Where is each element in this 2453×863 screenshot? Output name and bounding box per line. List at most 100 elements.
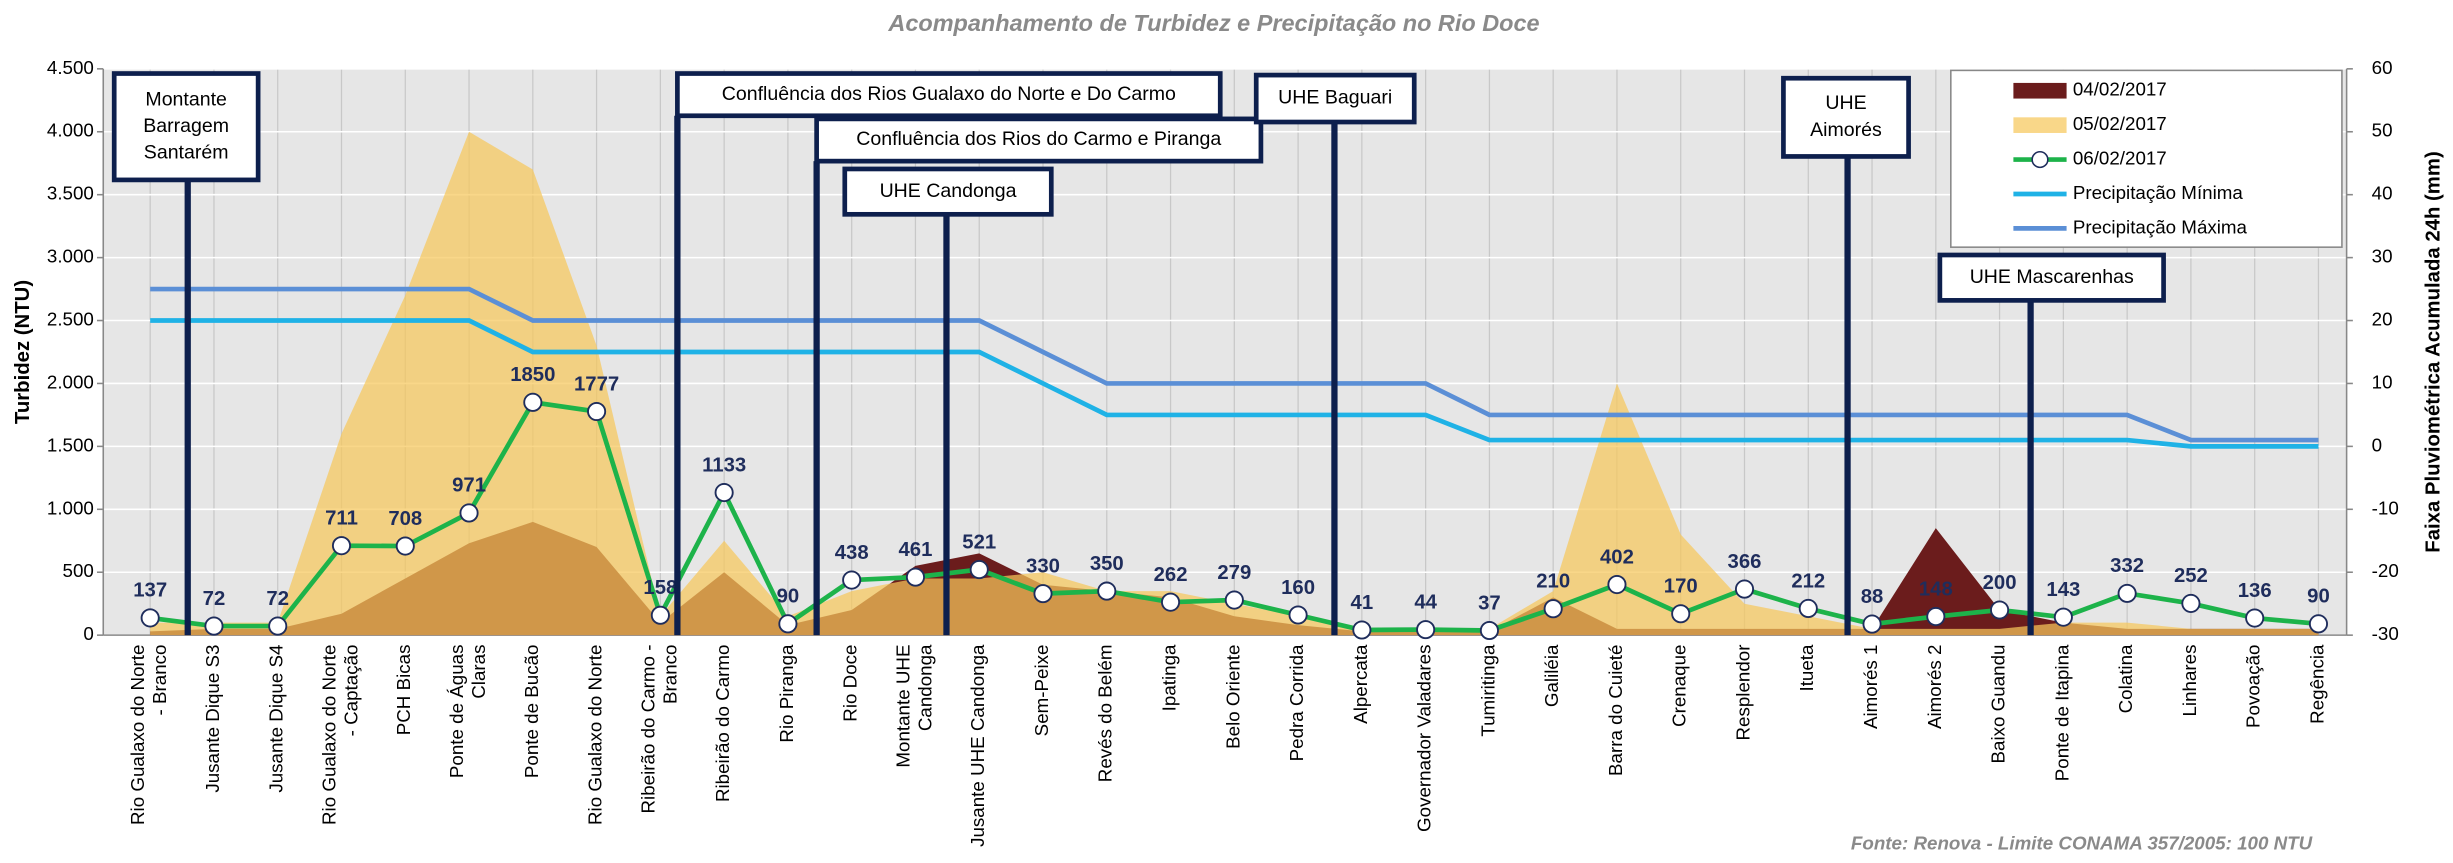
data-label: 708 bbox=[388, 508, 422, 530]
y2-tick-label: 10 bbox=[2372, 371, 2393, 392]
data-label: 366 bbox=[1728, 551, 1762, 573]
legend-marker bbox=[2031, 150, 2049, 169]
data-label: 330 bbox=[1026, 555, 1060, 577]
point bbox=[714, 483, 734, 503]
point bbox=[1033, 584, 1053, 604]
point bbox=[1798, 598, 1818, 619]
point bbox=[395, 536, 415, 556]
x-tick-label: Linhares bbox=[2179, 645, 2200, 717]
x-tick-label: Sem-Peixe bbox=[1031, 645, 1052, 737]
data-label: 252 bbox=[2174, 565, 2208, 587]
point bbox=[1734, 579, 1755, 599]
data-label: 279 bbox=[1217, 562, 1251, 584]
point bbox=[1926, 606, 1946, 627]
annotation-box bbox=[1781, 75, 1911, 159]
data-label: 136 bbox=[2238, 580, 2272, 602]
point bbox=[523, 392, 543, 412]
y-tick-label: 2.500 bbox=[47, 308, 94, 329]
x-tick-label: Jusante UHE Candonga bbox=[967, 644, 988, 847]
x-tick-label: Crenaque bbox=[1669, 645, 1690, 727]
point bbox=[2245, 608, 2265, 628]
x-tick-label: Aimorés 1 bbox=[1860, 645, 1881, 729]
point bbox=[2308, 614, 2328, 634]
area bbox=[150, 131, 2319, 636]
data-label: 160 bbox=[1281, 577, 1315, 599]
data-label: 1133 bbox=[702, 454, 746, 476]
data-label: 262 bbox=[1154, 564, 1188, 586]
point bbox=[1416, 620, 1436, 640]
x-tick-label: Ribeirão do Carmo -Branco bbox=[637, 645, 680, 814]
data-label: 210 bbox=[1536, 571, 1570, 593]
point bbox=[969, 560, 989, 580]
annotation-text: Santarém bbox=[144, 141, 229, 163]
annotation-box bbox=[842, 166, 1054, 217]
point bbox=[1990, 600, 2010, 620]
annotation-text: UHE Candonga bbox=[880, 180, 1017, 202]
x-tick-label: Povoação bbox=[2243, 645, 2264, 728]
x-tick-label: Revés do Belém bbox=[1095, 645, 1116, 783]
x-tick-label: Tumiritinga bbox=[1477, 644, 1498, 737]
x-tick-label: Galiléia bbox=[1541, 644, 1562, 707]
annotation-box bbox=[675, 71, 1223, 119]
annotation-text: Barragem bbox=[143, 115, 229, 137]
point bbox=[1224, 590, 1244, 610]
chart-body: Acompanhamento de Turbidez e Precipitaçã… bbox=[12, 10, 2445, 854]
annotation-text: UHE Mascarenhas bbox=[1970, 266, 2134, 288]
annotation-box bbox=[1253, 72, 1417, 125]
y2-tick-label: -30 bbox=[2372, 623, 2399, 644]
x-tick-label: Ponte de Bucão bbox=[521, 645, 542, 779]
y-tick-label: 0 bbox=[83, 623, 93, 644]
x-tick-label: Belo Oriente bbox=[1222, 645, 1243, 749]
x-tick-label: Resplendor bbox=[1732, 645, 1753, 741]
data-label: 461 bbox=[898, 539, 932, 561]
data-label: 200 bbox=[1983, 572, 2017, 594]
x-tick-label: Alpercata bbox=[1350, 644, 1371, 724]
point bbox=[204, 616, 224, 636]
data-label: 1777 bbox=[574, 373, 619, 395]
data-label: 72 bbox=[203, 588, 226, 610]
x-tick-label: Itueta bbox=[1796, 644, 1817, 692]
annotation-text: UHE bbox=[1825, 92, 1866, 114]
data-label: 332 bbox=[2110, 555, 2144, 577]
data-label: 711 bbox=[325, 507, 358, 529]
x-tick-label: PCH Bicas bbox=[393, 645, 414, 736]
point bbox=[1671, 604, 1691, 624]
annotation-text: Confluência dos Rios Gualaxo do Norte e … bbox=[722, 83, 1176, 105]
legend-label: 04/02/2017 bbox=[2073, 79, 2167, 100]
x-tick-label: Ipatinga bbox=[1158, 644, 1179, 711]
y-tick-label: 2.000 bbox=[47, 371, 94, 392]
x-tick-label: Montante UHECandonga bbox=[892, 644, 935, 768]
data-label: 971 bbox=[452, 475, 486, 497]
point bbox=[1288, 605, 1308, 625]
x-tick-label: Barra do Cuieté bbox=[1605, 645, 1626, 776]
point bbox=[268, 616, 288, 636]
annotation-text: Montante bbox=[145, 88, 227, 110]
legend-label: 06/02/2017 bbox=[2073, 148, 2167, 169]
y2-tick-label: -20 bbox=[2372, 560, 2399, 581]
legend-swatch bbox=[2013, 82, 2067, 99]
annotation-text: UHE Baguari bbox=[1278, 87, 1392, 109]
x-tick-label: Rio Gualaxo do Norte- Branco bbox=[127, 645, 170, 825]
x-tick-label: Ponte de ÁguasClaras bbox=[446, 645, 489, 779]
chart-title: Acompanhamento de Turbidez e Precipitaçã… bbox=[887, 10, 1539, 36]
x-tick-label: Aimorés 2 bbox=[1924, 645, 1945, 729]
legend-label: 05/02/2017 bbox=[2073, 113, 2167, 134]
annotation-text: Confluência dos Rios do Carmo e Piranga bbox=[856, 128, 1221, 150]
x-tick-label: Rio Gualaxo do Norte bbox=[585, 645, 606, 825]
source-note: Fonte: Renova - Limite CONAMA 357/2005: … bbox=[1851, 833, 2313, 854]
point bbox=[1161, 592, 1181, 612]
x-tick-label: Jusante Dique S3 bbox=[202, 645, 223, 793]
point bbox=[905, 567, 925, 587]
x-tick-label: Colatina bbox=[2115, 644, 2136, 713]
legend-swatch bbox=[2013, 117, 2067, 133]
y2-tick-label: -10 bbox=[2372, 497, 2399, 518]
point bbox=[2117, 583, 2137, 603]
point bbox=[1352, 620, 1372, 640]
x-tick-label: Rio Piranga bbox=[776, 644, 797, 743]
annotation-box bbox=[111, 71, 261, 183]
data-label: 521 bbox=[962, 531, 996, 553]
point bbox=[842, 570, 862, 590]
x-tick-label: Regência bbox=[2306, 644, 2327, 724]
data-label: 90 bbox=[777, 586, 800, 608]
